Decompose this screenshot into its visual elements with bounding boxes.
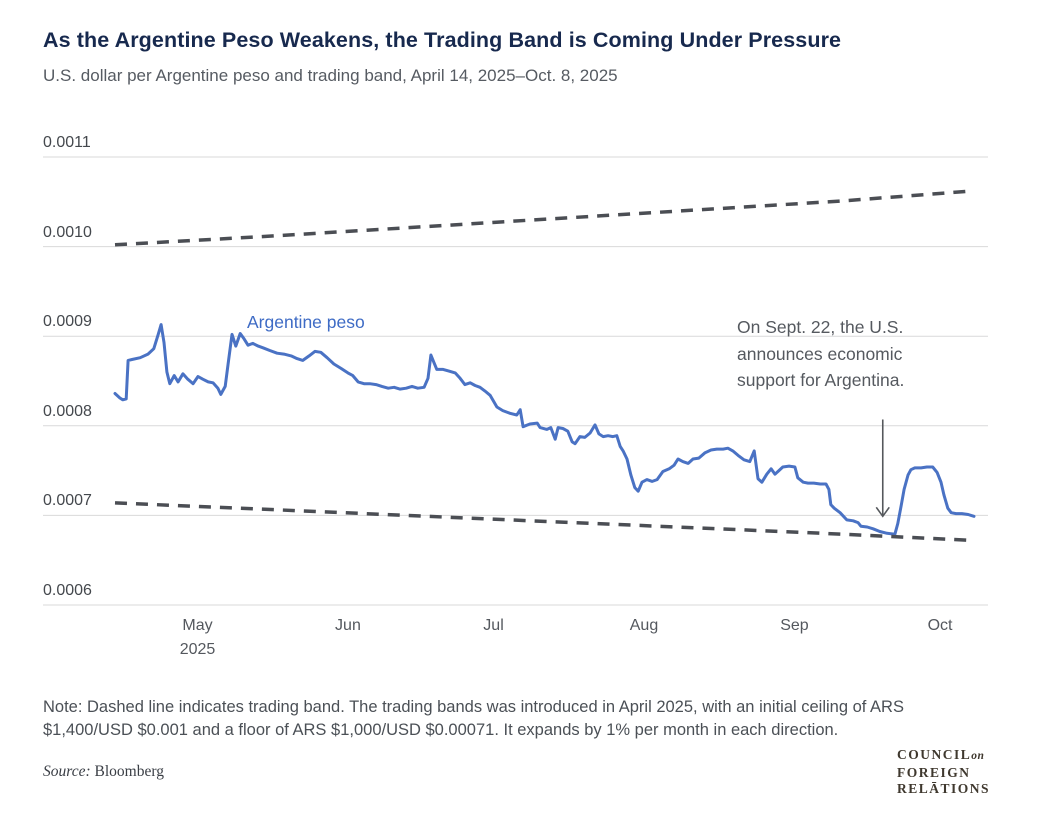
source-value: Bloomberg: [94, 763, 164, 780]
chart-subtitle: U.S. dollar per Argentine peso and tradi…: [43, 66, 618, 85]
x-axis-label: Sep: [780, 617, 809, 634]
peso-series-label: Argentine peso: [247, 312, 365, 332]
cfr-logo-line-3: RELĀTIONS: [897, 781, 991, 796]
x-axis-label: May: [182, 617, 213, 634]
annotation-line-2: announces economic: [737, 343, 903, 364]
y-axis-label: 0.0010: [43, 223, 92, 241]
arrow-head: [875, 506, 890, 518]
x-axis-label: Oct: [927, 617, 953, 634]
source-line: Source: Bloomberg: [43, 763, 164, 781]
x-axis-label: Jul: [483, 617, 504, 634]
annotation-text: On Sept. 22, the U.S. announces economic…: [737, 314, 967, 394]
annotation-arrow: [875, 419, 890, 518]
y-axis-label: 0.0008: [43, 402, 92, 420]
source-label: Source:: [43, 763, 91, 780]
cfr-logo: COUNCILon FOREIGN RELĀTIONS: [897, 747, 990, 798]
footnote: Note: Dashed line indicates trading band…: [43, 698, 904, 739]
y-axis-label: 0.0009: [43, 313, 92, 331]
y-axis-label: 0.0006: [43, 582, 92, 599]
page-title: As the Argentine Peso Weakens, the Tradi…: [43, 28, 842, 52]
x-axis-year-label: 2025: [179, 641, 216, 658]
x-axis-label: Jun: [335, 617, 361, 634]
cfr-logo-line-2: FOREIGN: [897, 764, 971, 780]
annotation-line-3: support for Argentina.: [737, 370, 905, 390]
cfr-logo-line-1: COUNCILon: [897, 747, 985, 762]
annotation-line-1: On Sept. 22, the U.S.: [737, 317, 904, 337]
x-axis-label: Aug: [629, 617, 659, 634]
trading-band-line: [114, 189, 972, 247]
trading-band-line: [114, 501, 975, 543]
y-axis-label: 0.0011: [43, 134, 91, 151]
y-axis-label: 0.0007: [43, 492, 92, 510]
